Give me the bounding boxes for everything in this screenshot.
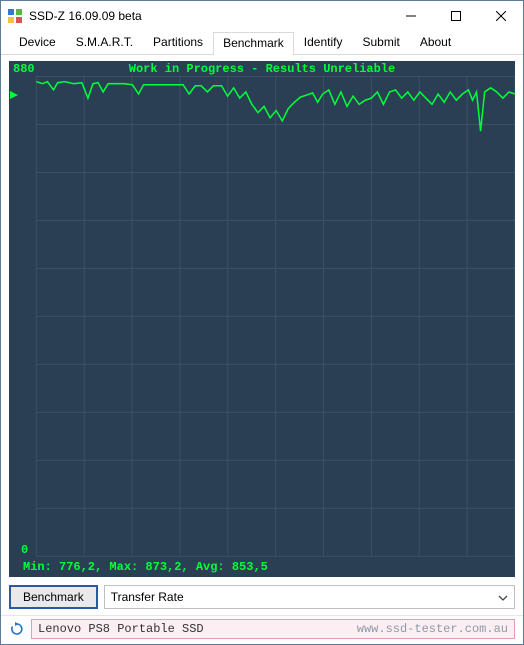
refresh-icon[interactable] — [9, 621, 25, 637]
statusbar: Lenovo PS8 Portable SSD www.ssd-tester.c… — [1, 615, 523, 644]
tab-about[interactable]: About — [410, 31, 461, 54]
controls-row: Benchmark Transfer Rate — [1, 579, 523, 615]
tab-submit[interactable]: Submit — [352, 31, 409, 54]
tab-benchmark[interactable]: Benchmark — [213, 32, 294, 55]
tabs: DeviceS.M.A.R.T.PartitionsBenchmarkIdent… — [1, 31, 523, 55]
close-button[interactable] — [478, 1, 523, 30]
chart-header: Work in Progress - Results Unreliable — [9, 62, 515, 76]
window-title: SSD-Z 16.09.09 beta — [29, 9, 388, 23]
chart-stats: Min: 776,2, Max: 873,2, Avg: 853,5 — [23, 560, 268, 574]
tab-smart[interactable]: S.M.A.R.T. — [66, 31, 143, 54]
maximize-button[interactable] — [433, 1, 478, 30]
app-icon — [7, 8, 23, 24]
benchmark-button[interactable]: Benchmark — [9, 585, 98, 609]
watermark: www.ssd-tester.com.au — [357, 622, 508, 636]
tab-identify[interactable]: Identify — [294, 31, 353, 54]
device-name: Lenovo PS8 Portable SSD — [38, 622, 204, 636]
window-controls — [388, 1, 523, 31]
progress-marker-icon — [10, 91, 18, 99]
benchmark-chart: 880 Work in Progress - Results Unreliabl… — [9, 61, 515, 577]
mode-select-label: Transfer Rate — [111, 590, 184, 604]
chevron-down-icon — [498, 590, 508, 604]
tab-partitions[interactable]: Partitions — [143, 31, 213, 54]
titlebar[interactable]: SSD-Z 16.09.09 beta — [1, 1, 523, 31]
device-status: Lenovo PS8 Portable SSD www.ssd-tester.c… — [31, 619, 515, 639]
chart-area: 880 Work in Progress - Results Unreliabl… — [1, 55, 523, 579]
y-axis-min: 0 — [21, 543, 28, 557]
tab-device[interactable]: Device — [9, 31, 66, 54]
minimize-button[interactable] — [388, 1, 433, 30]
app-window: SSD-Z 16.09.09 beta DeviceS.M.A.R.T.Part… — [0, 0, 524, 645]
mode-select[interactable]: Transfer Rate — [104, 585, 515, 609]
